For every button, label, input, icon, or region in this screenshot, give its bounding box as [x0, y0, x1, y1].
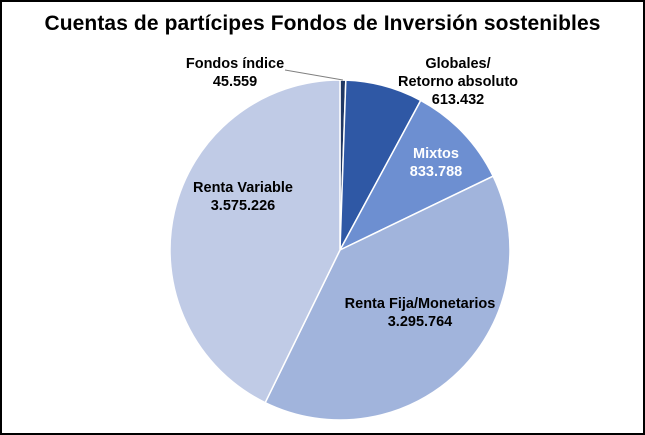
data-label-5: Renta Variable 3.575.226	[193, 180, 293, 214]
data-label-3: Mixtos 833.788	[410, 146, 462, 180]
data-label-4: Renta Fija/Monetarios 3.295.764	[345, 296, 496, 330]
leader-line-fondos-indice	[284, 69, 343, 81]
data-label-1: Fondos índice 45.559	[186, 56, 284, 90]
pie-slice-renta-fija-monetarios	[264, 175, 511, 421]
pie-slice-renta-variable	[169, 79, 341, 404]
chart-title: Cuentas de partícipes Fondos de Inversió…	[44, 12, 601, 35]
pie-slice-mixtos	[338, 99, 495, 252]
data-label-2: Globales/Retorno absoluto 613.432	[398, 56, 518, 108]
